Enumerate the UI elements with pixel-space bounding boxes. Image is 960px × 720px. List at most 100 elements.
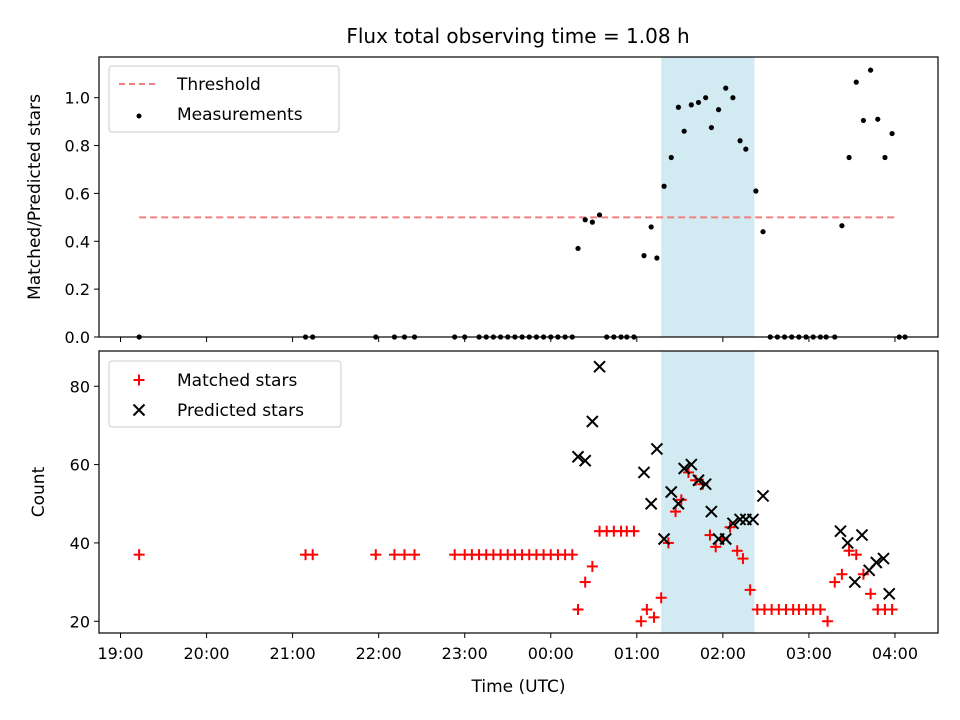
count-panel: 20 40 60 80 19:00 20:00 21:00 22:00 23:00 00:00 0… (29, 350, 939, 697)
predicted-point-b (657, 532, 671, 546)
legend-plus-marker (133, 374, 145, 386)
matched-point (850, 549, 862, 561)
measurement-point (589, 219, 595, 225)
matched-point (133, 549, 145, 561)
predicted-point (841, 536, 854, 550)
x-tick-label: 03:00 (786, 644, 832, 663)
measurement-point (596, 212, 603, 218)
predicted-point-b (644, 497, 658, 510)
matched-point (635, 615, 647, 627)
predicted-point-b (719, 532, 732, 546)
measurement-point (737, 138, 743, 144)
legend-measurements-swatch (136, 113, 142, 119)
predicted-point-b (650, 442, 664, 456)
matched-point (307, 549, 319, 561)
bottom-legend-box (108, 360, 342, 428)
top-y-axis: 0.0 0.2 0.4 0.6 0.8 1.0 (65, 89, 99, 347)
matched-point (814, 604, 826, 615)
matched-point (843, 545, 855, 557)
top-shaded-region (661, 57, 755, 337)
predicted-point (705, 505, 718, 518)
legend-matched-swatch (133, 374, 145, 386)
predicted-point-b (834, 524, 847, 538)
predicted-point (883, 587, 896, 601)
predicted-point-b (705, 505, 718, 518)
bottom-y-tick-label: 40 (70, 534, 90, 553)
matched-point (836, 568, 848, 580)
predicted-point-b (586, 415, 599, 428)
predicted-point (692, 474, 705, 487)
x-axis: 19:00 20:00 21:00 22:00 23:00 00:00 01:00 02:00… (97, 633, 918, 663)
top-y-axis-label: Matched/Predicted stars (25, 94, 45, 300)
legend-label-threshold: Threshold (176, 75, 261, 95)
measurement-point (743, 146, 749, 152)
predicted-point-b (677, 462, 691, 475)
predicted-point-b (883, 587, 896, 601)
top-x-ticks (120, 337, 896, 342)
bottom-legend: Matched stars Predicted stars (108, 360, 342, 428)
predicted-point-b (848, 575, 862, 589)
bottom-axes-frame (98, 350, 939, 634)
matched-point (648, 611, 660, 623)
matched-point (566, 549, 578, 561)
matched-point (449, 549, 461, 561)
matched-point (641, 604, 653, 615)
predicted-point-b (756, 489, 770, 503)
measurement-point (708, 124, 714, 131)
predicted-point (571, 450, 585, 463)
legend-predicted-swatch (132, 403, 146, 417)
x-tick-label: 04:00 (872, 644, 918, 663)
predicted-point-b (593, 360, 606, 373)
predicted-point (870, 556, 883, 569)
top-y-tick-label: 0.8 (65, 137, 90, 156)
measurement-point (668, 154, 674, 161)
bottom-y-tick-label: 80 (70, 377, 90, 396)
measurement-point (695, 99, 702, 106)
matched-point (628, 525, 640, 537)
count-points (133, 360, 898, 627)
predicted-point (834, 524, 847, 538)
predicted-point (578, 454, 592, 467)
x-axis-label: Time (UTC) (471, 677, 566, 697)
measurement-point (846, 154, 852, 161)
measurement-point (723, 85, 729, 91)
predicted-point (650, 442, 664, 456)
measurement-point (753, 188, 759, 194)
predicted-point (733, 513, 747, 526)
matched-point (586, 560, 598, 572)
x-tick-label: 22:00 (356, 644, 402, 663)
x-tick-label: 20:00 (184, 644, 230, 663)
measurement-point (681, 128, 687, 134)
measurement-point (675, 104, 682, 110)
measurement-point (867, 67, 874, 73)
predicted-point-b (699, 477, 712, 491)
x-tick-label: 01:00 (614, 644, 660, 663)
measurement-point (760, 229, 766, 235)
top-legend-box (108, 65, 340, 133)
predicted-point-b (665, 485, 678, 499)
legend-x-marker-b (132, 403, 146, 417)
predicted-point (665, 485, 678, 499)
predicted-point (644, 497, 658, 510)
measurement-point (582, 217, 588, 223)
chart-title: Flux total observing time = 1.08 h (346, 24, 689, 48)
predicted-point (756, 489, 770, 503)
matched-point (865, 588, 877, 600)
top-y-tick-label: 0.6 (65, 184, 90, 203)
measurement-point (853, 79, 859, 85)
top-y-tick-label: 0.2 (65, 280, 90, 299)
x-tick-label: 19:00 (97, 644, 143, 663)
matched-point (398, 549, 410, 561)
predicted-point-b (733, 513, 747, 526)
matched-point (829, 576, 841, 588)
predicted-point (593, 360, 606, 373)
predicted-point-b (746, 513, 760, 526)
matched-point (388, 549, 400, 561)
x-tick-label: 00:00 (528, 644, 574, 663)
measurement-point (715, 107, 722, 113)
x-tick-label: 02:00 (700, 644, 746, 663)
predicted-point (657, 532, 671, 546)
predicted-point-b (870, 556, 883, 569)
top-legend: Threshold Measurements (108, 65, 340, 133)
predicted-point (855, 528, 869, 542)
